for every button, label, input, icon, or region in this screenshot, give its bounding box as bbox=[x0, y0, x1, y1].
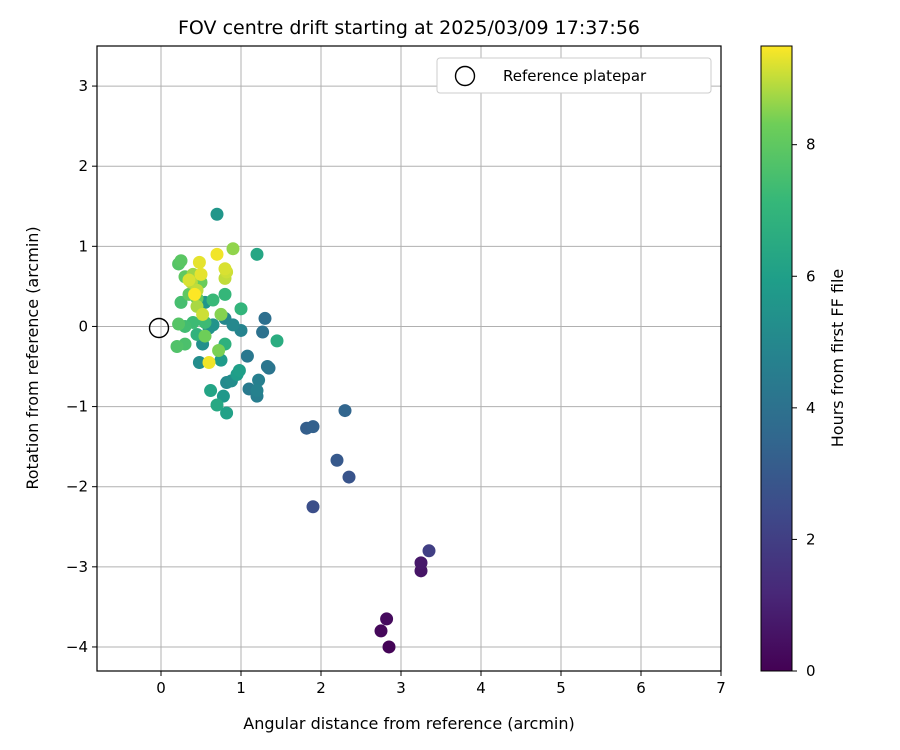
data-point bbox=[198, 329, 212, 343]
y-tick-label: 2 bbox=[78, 157, 88, 175]
scatter-points bbox=[170, 207, 436, 654]
data-point bbox=[306, 420, 320, 434]
y-tick-label: −2 bbox=[66, 478, 88, 496]
y-tick-label: −4 bbox=[66, 638, 88, 656]
data-point bbox=[182, 273, 196, 287]
colorbar: 0 2 4 6 8 Hours from first FF file bbox=[760, 45, 847, 680]
colorbar-tick-label: 4 bbox=[806, 399, 816, 417]
data-point bbox=[174, 295, 188, 309]
data-point bbox=[226, 242, 240, 256]
data-point bbox=[260, 360, 274, 374]
x-axis-ticks: 0 1 2 3 4 5 6 7 bbox=[156, 671, 726, 697]
y-tick-label: 3 bbox=[78, 77, 88, 95]
x-tick-label: 4 bbox=[476, 679, 486, 697]
x-tick-label: 1 bbox=[236, 679, 246, 697]
data-point bbox=[174, 254, 188, 268]
x-tick-label: 5 bbox=[556, 679, 566, 697]
data-point bbox=[170, 339, 184, 353]
data-point bbox=[374, 624, 388, 638]
data-point bbox=[250, 247, 264, 261]
data-point bbox=[210, 398, 224, 412]
data-point bbox=[330, 453, 344, 467]
data-point bbox=[210, 247, 224, 261]
data-point bbox=[196, 307, 210, 321]
x-axis-label: Angular distance from reference (arcmin) bbox=[243, 714, 574, 733]
y-axis-ticks: 3 2 1 0 −1 −2 −3 −4 bbox=[66, 77, 97, 656]
legend: Reference platepar bbox=[436, 57, 712, 94]
data-point bbox=[218, 262, 232, 276]
x-tick-label: 0 bbox=[156, 679, 166, 697]
y-tick-label: 0 bbox=[78, 317, 88, 335]
data-point bbox=[380, 612, 394, 626]
legend-label: Reference platepar bbox=[503, 67, 647, 85]
data-point bbox=[226, 318, 240, 332]
data-point bbox=[188, 287, 202, 301]
data-point bbox=[218, 287, 232, 301]
data-point bbox=[192, 255, 206, 269]
data-point bbox=[306, 500, 320, 514]
x-tick-label: 3 bbox=[396, 679, 406, 697]
data-point bbox=[206, 293, 220, 307]
y-tick-label: 1 bbox=[78, 237, 88, 255]
data-point bbox=[342, 470, 356, 484]
colorbar-gradient bbox=[760, 45, 793, 672]
data-point bbox=[258, 311, 272, 325]
data-point bbox=[194, 267, 208, 281]
data-point bbox=[212, 343, 226, 357]
colorbar-tick-label: 2 bbox=[806, 530, 816, 548]
data-point bbox=[202, 356, 216, 370]
x-tick-label: 6 bbox=[636, 679, 646, 697]
colorbar-ticks: 0 2 4 6 8 bbox=[792, 136, 816, 680]
chart-title: FOV centre drift starting at 2025/03/09 … bbox=[178, 17, 640, 39]
data-point bbox=[240, 349, 254, 363]
data-point bbox=[256, 325, 270, 339]
data-point bbox=[414, 556, 428, 570]
data-point bbox=[270, 334, 284, 348]
colorbar-label: Hours from first FF file bbox=[828, 269, 847, 448]
reference-platepar-marker bbox=[148, 317, 170, 339]
x-tick-label: 7 bbox=[716, 679, 726, 697]
data-point bbox=[250, 384, 264, 398]
data-point bbox=[210, 207, 224, 221]
colorbar-tick-label: 6 bbox=[806, 267, 816, 285]
data-point bbox=[220, 406, 234, 420]
y-tick-label: −1 bbox=[66, 398, 88, 416]
y-axis-label: Rotation from reference (arcmin) bbox=[23, 226, 42, 489]
data-point bbox=[204, 384, 218, 398]
data-point bbox=[382, 640, 396, 654]
legend-box bbox=[436, 57, 712, 94]
y-tick-label: −3 bbox=[66, 558, 88, 576]
colorbar-tick-label: 8 bbox=[806, 136, 816, 154]
legend-marker bbox=[454, 65, 476, 87]
data-point bbox=[422, 544, 436, 558]
data-point bbox=[172, 317, 186, 331]
colorbar-tick-label: 0 bbox=[806, 662, 816, 680]
plot-frame bbox=[96, 45, 722, 672]
x-tick-label: 2 bbox=[316, 679, 326, 697]
grid-lines bbox=[97, 46, 722, 671]
data-point bbox=[232, 364, 246, 378]
data-point bbox=[234, 302, 248, 316]
data-point bbox=[192, 356, 206, 370]
data-point bbox=[214, 307, 228, 321]
data-point bbox=[252, 373, 266, 387]
data-point bbox=[338, 404, 352, 418]
